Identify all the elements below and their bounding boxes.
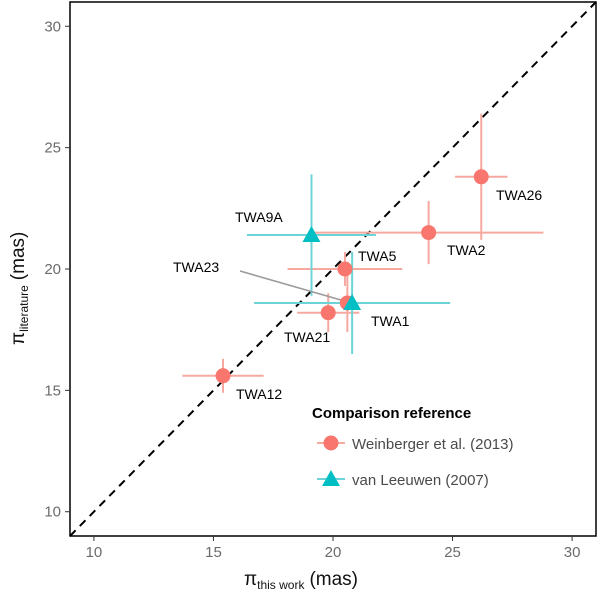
legend-van-leeuwen-marker [322,470,340,486]
x-axis-title-unit: (mas) [309,569,358,590]
marker-twa1 [343,293,362,310]
y-axis-title-subscript: literature [17,285,31,332]
legend-van-leeuwen-label: van Leeuwen (2007) [352,472,489,489]
point-label-twa9a: TWA9A [235,209,283,225]
marker-twa9a [302,226,321,243]
leader-twa23 [239,270,345,302]
x-axis-title-subscript: this work [257,578,305,592]
y-tick-label: 10 [44,504,61,521]
y-axis: 10 15 20 25 30 [44,18,70,521]
x-tick-label: 25 [444,544,461,561]
legend-weinberger-label: Weinberger et al. (2013) [352,436,513,453]
x-axis: 10 15 20 25 30 [86,536,581,561]
y-tick-label: 30 [44,18,61,35]
marker-twa5 [337,261,353,277]
y-tick-label: 20 [44,261,61,278]
marker-twa2 [421,225,437,241]
y-axis-title: πliterature (mas) [8,232,31,345]
y-axis-title-unit: (mas) [8,232,29,281]
legend-title: Comparison reference [312,405,471,422]
point-labels: TWA26 TWA2 TWA9A TWA5 TWA23 TWA1 TWA21 T… [173,187,542,402]
point-label-twa5: TWA5 [358,248,397,264]
x-axis-title-symbol: π [244,569,257,590]
point-label-twa1: TWA1 [371,313,410,329]
x-tick-label: 10 [86,544,103,561]
data-markers [215,169,489,384]
point-label-twa12: TWA12 [236,386,282,402]
y-axis-title-symbol: π [8,332,29,345]
point-label-twa26: TWA26 [496,187,542,203]
x-tick-label: 20 [325,544,342,561]
y-tick-label: 25 [44,140,61,157]
legend-entry-weinberger: Weinberger et al. (2013) [317,435,513,453]
marker-twa26 [473,169,489,185]
marker-twa12 [215,368,231,384]
x-axis-title: πthis work (mas) [244,569,358,592]
x-tick-label: 30 [564,544,581,561]
point-label-twa21: TWA21 [284,329,330,345]
point-label-twa2: TWA2 [447,242,486,258]
legend-entry-van-leeuwen: van Leeuwen (2007) [317,470,489,489]
y-tick-label: 15 [44,382,61,399]
legend: Comparison reference Weinberger et al. (… [312,405,513,489]
x-tick-label: 15 [205,544,222,561]
label-leader-lines [239,270,345,302]
marker-twa21 [320,305,336,321]
legend-weinberger-marker [323,435,339,451]
point-label-twa23: TWA23 [173,259,219,275]
